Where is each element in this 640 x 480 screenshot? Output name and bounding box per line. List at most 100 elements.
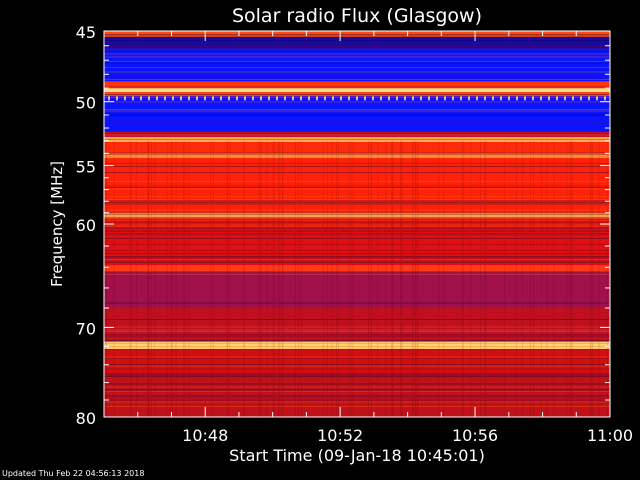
band-dot xyxy=(292,96,294,101)
texture-streak xyxy=(104,172,610,173)
intensity-band-2 xyxy=(104,48,610,82)
band-dot xyxy=(340,96,342,101)
band-dot xyxy=(372,96,374,101)
band-dot xyxy=(156,96,158,101)
texture-vertical xyxy=(566,140,568,417)
texture-streak xyxy=(104,250,610,251)
texture-streak xyxy=(104,376,610,377)
texture-vertical xyxy=(327,140,329,417)
texture-streak xyxy=(104,77,610,79)
band-dot xyxy=(148,96,150,101)
texture-streak xyxy=(104,346,610,347)
band-dot xyxy=(420,96,422,101)
texture-vertical xyxy=(415,140,417,417)
texture-streak xyxy=(104,329,610,331)
texture-vertical xyxy=(338,140,339,417)
texture-streak xyxy=(104,86,610,88)
band-dot xyxy=(540,96,542,101)
texture-streak xyxy=(104,94,610,95)
texture-vertical xyxy=(113,140,115,417)
band-dot xyxy=(324,96,326,101)
x-axis-label: Start Time (09-Jan-18 10:45:01) xyxy=(229,446,485,465)
texture-streak xyxy=(104,395,610,397)
texture-vertical xyxy=(175,140,177,417)
intensity-band-18 xyxy=(104,349,610,374)
texture-vertical xyxy=(130,140,132,417)
intensity-band-16 xyxy=(104,307,610,342)
band-dot xyxy=(532,96,534,101)
texture-vertical xyxy=(607,140,609,417)
texture-streak xyxy=(104,224,610,226)
texture-vertical xyxy=(322,140,324,417)
texture-vertical xyxy=(417,140,419,417)
band-dot xyxy=(404,96,406,101)
texture-streak xyxy=(104,133,610,134)
texture-streak xyxy=(104,163,610,164)
texture-streak xyxy=(104,109,610,110)
band-dot xyxy=(436,96,438,101)
band-dot xyxy=(548,96,550,101)
band-dot xyxy=(604,96,606,101)
band-dot xyxy=(476,96,478,101)
texture-streak xyxy=(104,181,610,182)
texture-vertical xyxy=(279,140,281,417)
texture-streak xyxy=(104,386,610,388)
updated-timestamp: Updated Thu Feb 22 04:56:13 2018 xyxy=(2,469,145,478)
texture-vertical xyxy=(414,140,416,417)
texture-vertical xyxy=(171,140,173,417)
texture-vertical xyxy=(462,140,464,417)
texture-streak xyxy=(104,202,610,203)
texture-vertical xyxy=(400,140,402,417)
texture-vertical xyxy=(470,140,472,417)
texture-streak xyxy=(104,340,610,341)
texture-vertical xyxy=(151,140,152,417)
texture-streak xyxy=(104,364,610,365)
texture-vertical xyxy=(522,140,523,417)
texture-vertical xyxy=(226,140,228,417)
intensity-band-14 xyxy=(104,265,610,272)
texture-streak xyxy=(104,259,610,260)
texture-vertical xyxy=(348,140,350,417)
texture-streak xyxy=(104,212,610,214)
texture-streak xyxy=(104,113,610,115)
band-dot xyxy=(164,96,166,101)
texture-streak xyxy=(104,400,610,401)
texture-vertical xyxy=(227,140,229,417)
texture-vertical xyxy=(352,140,354,417)
texture-vertical xyxy=(377,140,379,417)
texture-vertical xyxy=(484,140,485,417)
texture-vertical xyxy=(590,140,591,417)
texture-vertical xyxy=(272,140,274,417)
texture-streak xyxy=(104,374,610,376)
y-axis-ticks: 45 50 55 60 70 80 xyxy=(76,23,610,428)
band-dot xyxy=(596,96,598,101)
texture-streak xyxy=(104,365,610,367)
band-dot xyxy=(356,96,358,101)
intensity-band-8 xyxy=(104,136,610,143)
texture-streak xyxy=(104,335,610,337)
intensity-band-10 xyxy=(104,153,610,159)
texture-streak xyxy=(104,137,610,139)
texture-streak xyxy=(104,79,610,80)
texture-vertical xyxy=(278,140,280,417)
texture-vertical xyxy=(417,140,419,417)
texture-streak xyxy=(104,262,610,263)
texture-vertical xyxy=(412,140,414,417)
band-dot xyxy=(108,96,110,101)
texture-vertical xyxy=(147,140,149,417)
texture-vertical xyxy=(392,140,394,417)
texture-vertical xyxy=(154,140,156,417)
texture-vertical xyxy=(105,140,107,417)
band-dot xyxy=(308,96,310,101)
intensity-band-3 xyxy=(104,81,610,89)
texture-vertical xyxy=(533,140,535,417)
texture-streak xyxy=(104,134,610,136)
texture-streak xyxy=(104,302,610,304)
texture-vertical xyxy=(183,140,185,417)
texture-vertical xyxy=(266,140,268,417)
texture-streak xyxy=(104,209,610,211)
spectrogram-plot-area xyxy=(104,31,610,417)
texture-vertical xyxy=(400,140,402,417)
texture-vertical xyxy=(569,140,571,417)
